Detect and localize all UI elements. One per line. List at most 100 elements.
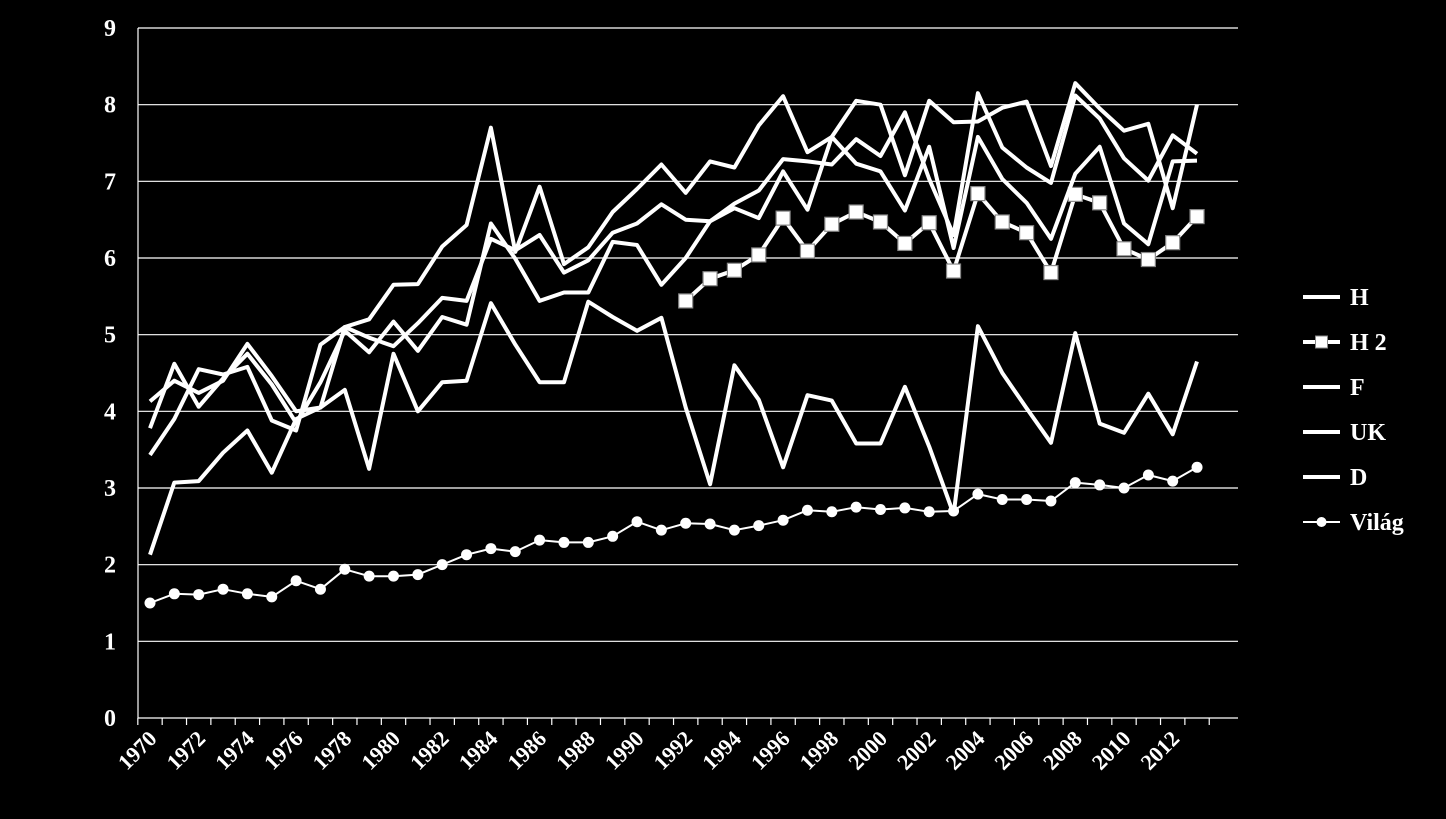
data-point: [1092, 195, 1108, 211]
data-point: [850, 501, 862, 513]
data-point: [1043, 264, 1059, 281]
data-point: [777, 514, 789, 526]
data-point: [655, 524, 667, 536]
series-line: [148, 81, 1199, 457]
data-point: [1116, 241, 1132, 257]
x-tick-label: 1982: [405, 726, 454, 775]
data-point: [217, 583, 229, 595]
data-point: [582, 536, 594, 548]
data-point: [824, 216, 840, 232]
x-tick-label: 2006: [989, 726, 1038, 775]
data-point: [753, 520, 765, 532]
data-point: [339, 563, 351, 575]
data-point: [680, 517, 692, 529]
data-point: [801, 504, 813, 516]
x-tick-label: 2010: [1087, 726, 1136, 775]
data-point: [704, 518, 716, 530]
data-point: [558, 536, 570, 548]
y-tick-label: 8: [104, 93, 116, 119]
data-point: [1018, 225, 1035, 241]
series-line: [148, 134, 1198, 429]
legend-label: H: [1350, 285, 1369, 311]
data-point: [193, 589, 205, 601]
series-line: [148, 299, 1199, 556]
x-tick-label: 1974: [210, 726, 259, 775]
data-point: [290, 575, 302, 587]
data-point: [1167, 475, 1179, 487]
series-line: [148, 91, 1199, 414]
series-h-2: [678, 186, 1205, 309]
legend-label: UK: [1350, 420, 1386, 446]
series-uk: [148, 134, 1198, 429]
data-point: [436, 559, 448, 571]
x-tick-label: 1996: [746, 726, 795, 775]
data-point: [994, 214, 1010, 230]
data-point: [266, 591, 278, 603]
x-tick-label: 2000: [843, 726, 892, 775]
x-tick-label: 1998: [795, 726, 844, 775]
data-point: [1189, 209, 1205, 225]
legend-item: UK: [1303, 420, 1386, 446]
x-tick-label: 2004: [941, 726, 990, 775]
y-tick-label: 4: [104, 399, 116, 425]
y-axis-tick-labels: 0 1 2 3 4 5 6 7 8 9: [104, 16, 116, 732]
data-point: [1045, 495, 1057, 507]
data-point: [314, 583, 326, 595]
legend-marker: [1315, 335, 1328, 349]
x-tick-label: 1972: [161, 726, 210, 775]
data-point: [607, 530, 619, 542]
data-point: [388, 570, 399, 582]
x-tick-label: 1992: [648, 726, 697, 775]
y-tick-label: 3: [104, 476, 116, 502]
data-point: [921, 215, 937, 231]
data-point: [1021, 494, 1033, 505]
series-lines: [144, 81, 1205, 609]
y-tick-label: 9: [104, 16, 116, 42]
data-point: [948, 505, 960, 517]
x-tick-label: 1986: [502, 726, 551, 775]
x-tick-label: 1970: [113, 726, 162, 775]
data-point: [996, 494, 1008, 505]
y-tick-label: 1: [104, 629, 116, 655]
data-point: [728, 524, 740, 536]
data-point: [775, 210, 791, 226]
x-axis: 1970 1972 1974 1976 1978 1980 1982 1984 1986 1988…: [113, 718, 1210, 775]
x-tick-label: 1988: [551, 726, 600, 775]
x-tick-label: 2012: [1135, 726, 1184, 775]
data-point: [534, 534, 546, 546]
series-d: [148, 299, 1199, 556]
legend-item: Világ: [1303, 510, 1404, 536]
legend-label: Világ: [1350, 510, 1404, 536]
data-point: [1094, 479, 1106, 491]
x-tick-label: 1976: [259, 726, 308, 775]
legend-item: H: [1303, 285, 1369, 311]
series-f: [148, 91, 1199, 414]
data-point: [970, 186, 986, 202]
x-tick-label: 2008: [1038, 726, 1087, 775]
x-tick-label: 1994: [697, 726, 746, 775]
x-tick-label: 1978: [308, 726, 357, 775]
x-tick-label: 1980: [356, 726, 405, 775]
legend-label: H 2: [1350, 330, 1387, 356]
data-point: [412, 569, 424, 581]
data-point: [678, 293, 694, 309]
series-világ: [144, 461, 1203, 609]
data-point: [363, 570, 375, 582]
data-point: [241, 588, 253, 600]
data-point: [1140, 251, 1156, 268]
data-point: [144, 597, 156, 609]
data-point: [799, 243, 816, 259]
data-point: [848, 204, 864, 220]
data-point: [923, 506, 935, 518]
series-line: [684, 191, 1199, 303]
data-point: [726, 262, 743, 278]
data-point: [1118, 482, 1130, 494]
grid-lines: [137, 27, 1238, 719]
y-tick-label: 5: [104, 323, 116, 349]
data-point: [702, 271, 718, 287]
legend-marker: [1316, 517, 1327, 527]
legend-item: H 2: [1303, 330, 1387, 356]
data-point: [1142, 469, 1154, 481]
data-point: [1069, 477, 1081, 489]
